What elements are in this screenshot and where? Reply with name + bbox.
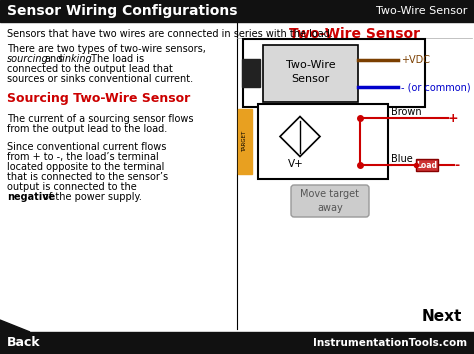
Text: +VDC: +VDC — [401, 55, 430, 65]
Text: sinking.: sinking. — [58, 54, 96, 64]
Text: V+: V+ — [288, 159, 304, 169]
Text: connected to the output lead that: connected to the output lead that — [7, 64, 173, 74]
Text: Two-Wire Sensor: Two-Wire Sensor — [375, 6, 467, 16]
Text: -: - — [454, 159, 459, 171]
Text: of the power supply.: of the power supply. — [43, 192, 142, 202]
Text: Blue: Blue — [391, 154, 413, 164]
Polygon shape — [0, 320, 30, 332]
Text: sourcing: sourcing — [7, 54, 49, 64]
Text: Sensor Wiring Configurations: Sensor Wiring Configurations — [7, 4, 237, 18]
Text: that is connected to the sensor’s: that is connected to the sensor’s — [7, 172, 168, 182]
Text: sources or sinks conventional current.: sources or sinks conventional current. — [7, 74, 193, 84]
Bar — [263, 45, 358, 102]
Text: - (or common): - (or common) — [401, 82, 471, 92]
Text: Sourcing Two-Wire Sensor: Sourcing Two-Wire Sensor — [7, 92, 190, 105]
Text: Move target
away: Move target away — [301, 189, 359, 213]
Text: Back: Back — [7, 337, 41, 349]
Text: +: + — [448, 112, 459, 125]
Bar — [242, 59, 260, 87]
Text: Two-Wire Sensor: Two-Wire Sensor — [290, 27, 420, 41]
FancyBboxPatch shape — [291, 185, 369, 217]
Bar — [258, 104, 388, 179]
Text: The load is: The load is — [88, 54, 144, 64]
Text: There are two types of two-wire sensors,: There are two types of two-wire sensors, — [7, 44, 206, 54]
Bar — [0, 0, 474, 22]
Text: and: and — [44, 54, 63, 64]
Bar — [238, 109, 252, 174]
Text: output is connected to the: output is connected to the — [7, 182, 137, 192]
Text: Next: Next — [422, 309, 462, 324]
Text: Since conventional current flows: Since conventional current flows — [7, 142, 166, 152]
Text: Brown: Brown — [391, 107, 422, 117]
Text: TARGET: TARGET — [243, 131, 247, 152]
Text: Load: Load — [417, 160, 438, 170]
Bar — [416, 159, 438, 171]
Text: from the output lead to the load.: from the output lead to the load. — [7, 124, 167, 134]
Bar — [0, 332, 474, 354]
Polygon shape — [240, 0, 270, 22]
Text: negative: negative — [7, 192, 55, 202]
Text: Sensors that have two wires are connected in series with the load.: Sensors that have two wires are connecte… — [7, 29, 333, 39]
Polygon shape — [280, 116, 320, 156]
Bar — [243, 39, 425, 107]
Text: from + to -, the load’s terminal: from + to -, the load’s terminal — [7, 152, 159, 162]
Text: The current of a sourcing sensor flows: The current of a sourcing sensor flows — [7, 114, 193, 124]
Text: InstrumentationTools.com: InstrumentationTools.com — [313, 338, 467, 348]
Text: located opposite to the terminal: located opposite to the terminal — [7, 162, 164, 172]
Text: Two-Wire
Sensor: Two-Wire Sensor — [286, 59, 335, 84]
